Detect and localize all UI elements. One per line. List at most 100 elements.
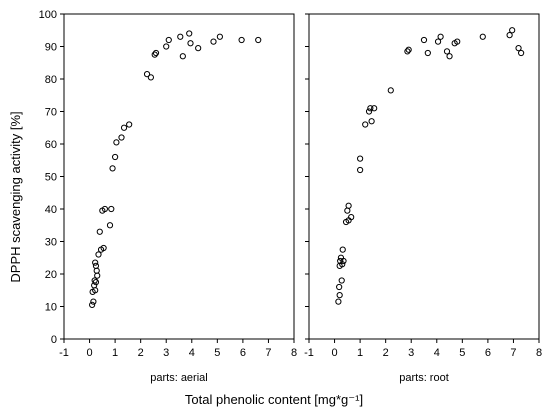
data-point: [437, 33, 444, 40]
x-tick-label: 1: [357, 347, 363, 359]
plot-frame: [63, 13, 295, 340]
x-tick-label: 5: [459, 347, 465, 359]
data-point: [216, 33, 223, 40]
panel-2: -1 0 1 2 3 4 5 6 7 8 parts: root: [304, 13, 542, 384]
data-point: [420, 36, 428, 44]
data-point: [163, 43, 170, 50]
data-point: [387, 87, 394, 94]
data-point: [165, 36, 172, 44]
x-tick-label: 4: [434, 347, 440, 359]
data-point: [337, 254, 345, 261]
data-point: [89, 301, 96, 308]
x-tick-label: 0: [331, 347, 337, 359]
x-tick-label: 8: [536, 347, 542, 359]
data-point: [365, 108, 373, 115]
data-point: [186, 30, 193, 37]
x-tick-label: -1: [304, 347, 314, 359]
data-point: [344, 207, 351, 214]
y-tick-label: 30: [45, 237, 57, 249]
data-point: [100, 244, 107, 252]
x-tick-label: 5: [214, 347, 220, 359]
data-point: [368, 118, 375, 125]
panels-layer: -1 0 1 2 3 4 5 6 7 80102030405060708090100parts: …: [39, 9, 542, 384]
data-point: [108, 205, 115, 213]
x-tick-label: 1: [112, 347, 118, 359]
y-tick-label: 80: [45, 74, 57, 86]
data-point: [405, 46, 412, 53]
data-point: [96, 228, 103, 235]
y-tick-label: 20: [45, 269, 57, 281]
data-point: [335, 298, 342, 305]
data-point: [338, 277, 345, 284]
y-tick-label: 70: [45, 107, 57, 119]
data-point: [118, 134, 125, 141]
data-point: [424, 49, 431, 57]
data-point: [336, 283, 343, 291]
y-tick-label: 100: [39, 9, 57, 21]
data-point: [339, 246, 346, 253]
x-tick-label: -1: [59, 347, 69, 359]
x-tick-label: 3: [408, 347, 414, 359]
data-point: [187, 40, 194, 47]
y-axis-title: DPPH scavenging activity [%]: [8, 111, 23, 282]
data-point: [479, 33, 486, 40]
x-tick-label: 0: [86, 347, 92, 359]
y-tick-label: 60: [45, 139, 57, 151]
data-point: [506, 32, 513, 39]
data-point: [255, 36, 262, 44]
data-point: [120, 124, 128, 131]
y-tick-label: 0: [51, 334, 57, 346]
y-tick-label: 10: [45, 302, 57, 314]
panel-1: -1 0 1 2 3 4 5 6 7 80102030405060708090100parts: …: [39, 9, 297, 384]
data-point: [151, 51, 158, 58]
data-point: [177, 33, 184, 40]
y-tick-label: 40: [45, 204, 57, 216]
data-point: [91, 277, 98, 284]
x-tick-label: 3: [163, 347, 169, 359]
data-point: [357, 155, 364, 162]
data-point: [126, 121, 133, 128]
data-point: [90, 298, 97, 305]
data-point: [92, 279, 100, 286]
y-tick-label: 50: [45, 172, 57, 184]
data-point: [238, 36, 245, 44]
data-point: [95, 251, 102, 258]
data-point: [371, 105, 378, 112]
data-point: [92, 262, 100, 269]
data-point: [112, 153, 119, 161]
data-point: [348, 214, 355, 221]
x-tick-label: 6: [485, 347, 491, 359]
data-point: [113, 139, 120, 146]
data-point: [362, 121, 369, 128]
data-point: [179, 53, 186, 60]
panel-label: parts: aerial: [150, 372, 207, 384]
data-point: [454, 38, 461, 45]
data-point: [518, 49, 525, 57]
data-point: [434, 38, 442, 45]
x-axis-title: Total phenolic content [mg*g⁻¹]: [185, 392, 363, 407]
x-tick-label: 7: [265, 347, 271, 359]
data-point: [147, 74, 154, 81]
plot-frame: [308, 13, 540, 340]
data-point: [404, 48, 411, 55]
x-tick-label: 2: [383, 347, 389, 359]
data-point: [106, 222, 114, 229]
data-point: [367, 105, 374, 112]
panel-label: parts: root: [399, 372, 449, 384]
data-point: [92, 259, 99, 266]
data-point: [345, 202, 352, 209]
data-point: [337, 257, 344, 265]
data-point: [509, 27, 516, 34]
x-tick-label: 7: [510, 347, 516, 359]
data-point: [152, 49, 160, 57]
x-tick-label: 2: [138, 347, 144, 359]
data-point: [195, 45, 202, 52]
x-tick-label: 6: [240, 347, 246, 359]
data-point: [336, 292, 343, 299]
data-point: [515, 45, 522, 52]
data-point: [210, 38, 217, 45]
data-point: [357, 166, 364, 174]
data-point: [143, 71, 151, 78]
x-tick-label: 8: [291, 347, 297, 359]
